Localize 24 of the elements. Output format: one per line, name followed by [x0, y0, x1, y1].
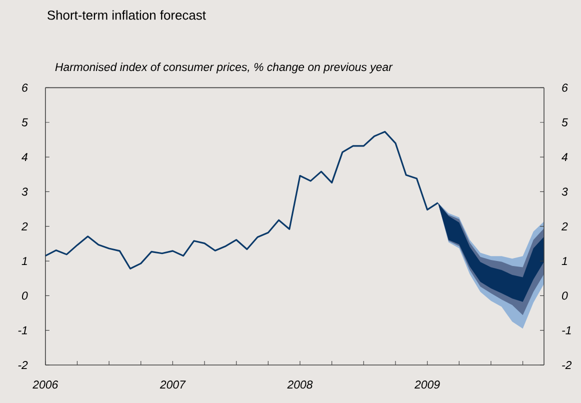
y-tick-label: -1 — [18, 326, 27, 334]
y2-tick-label: 2 — [561, 222, 568, 230]
y2-tick-label: 3 — [562, 188, 568, 196]
y-tick-label: 4 — [22, 153, 28, 161]
y2-tick-label: 1 — [562, 257, 567, 265]
y-tick-label: 1 — [22, 257, 27, 265]
y2-tick-label: 6 — [562, 84, 568, 92]
x-tick-label: 2009 — [414, 380, 440, 389]
chart-title: Short-term inflation forecast — [48, 10, 206, 20]
y2-tick-label: 4 — [562, 153, 568, 161]
y2-tick-label: -2 — [562, 361, 572, 369]
y2-tick-label: -1 — [562, 326, 571, 334]
y-tick-label: 3 — [22, 188, 28, 196]
y-tick-label: 5 — [22, 118, 28, 126]
x-tick-label: 2007 — [160, 380, 186, 389]
chart-subtitle: Harmonised index of consumer prices, % change on previous year — [55, 62, 393, 74]
x-tick-label: 2008 — [287, 380, 313, 389]
x-tick-label: 2006 — [32, 380, 58, 389]
y-tick-label: 0 — [22, 292, 28, 300]
y2-tick-label: 5 — [562, 118, 568, 126]
y-tick-label: 6 — [22, 84, 28, 92]
y-tick-label: -2 — [18, 361, 28, 369]
y2-tick-label: 0 — [562, 292, 568, 300]
y-tick-label: 2 — [21, 222, 28, 230]
